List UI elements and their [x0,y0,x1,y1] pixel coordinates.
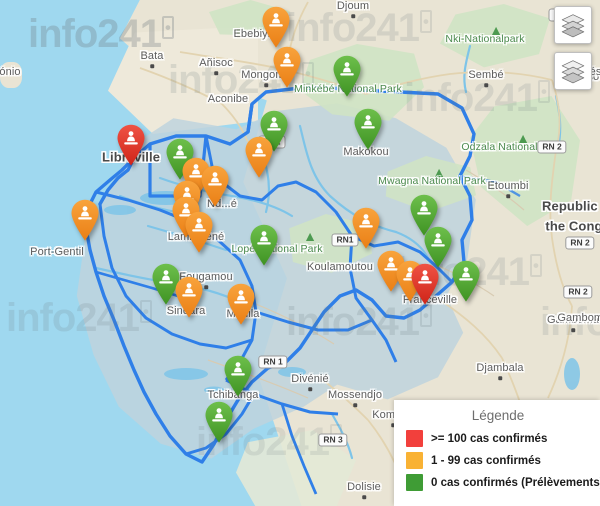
legend-panel: Légende >= 100 cas confirmés 1 - 99 cas c… [394,400,600,506]
map-marker-green[interactable] [151,263,181,305]
map-marker-orange[interactable] [244,136,274,178]
map-marker-orange[interactable] [351,207,381,249]
map-marker-green[interactable] [165,138,195,180]
legend-item-label: 1 - 99 cas confirmés [431,454,541,467]
map-marker-green[interactable] [409,194,439,236]
map-marker-orange[interactable] [181,157,211,199]
map-marker-green[interactable] [259,110,289,152]
map-marker-red[interactable] [116,124,146,166]
layers-stack-icon [560,12,586,38]
map-marker-orange[interactable] [171,196,201,238]
legend-item-label: >= 100 cas confirmés [431,432,548,445]
legend-item-label: 0 cas confirmés (Prélèvements) [431,476,600,489]
map-marker-orange[interactable] [226,283,256,325]
map-marker-green[interactable] [223,355,253,397]
legend-color-swatch [406,452,423,469]
map-marker-orange[interactable] [184,211,214,253]
landmass-sao-antonio [0,62,22,88]
map-marker-orange[interactable] [272,46,302,88]
legend-color-swatch [406,430,423,447]
legend-item: >= 100 cas confirmés [406,430,590,447]
map-marker-orange[interactable] [200,165,230,207]
map-marker-green[interactable] [353,108,383,150]
legend-item: 0 cas confirmés (Prélèvements) [406,474,600,491]
map-marker-orange[interactable] [70,199,100,241]
legend-title: Légende [471,408,525,423]
map-marker-red[interactable] [410,263,440,305]
map-marker-green[interactable] [423,226,453,268]
map-controls[interactable] [554,6,592,90]
map-marker-green[interactable] [249,224,279,266]
layers-control-secondary[interactable] [554,52,592,90]
legend-color-swatch [406,474,423,491]
layers-control-primary[interactable] [554,6,592,44]
legend-item: 1 - 99 cas confirmés [406,452,590,469]
layers-stack-icon [560,58,586,84]
map-marker-orange[interactable] [261,6,291,48]
map-marker-orange[interactable] [174,276,204,318]
map-marker-orange[interactable] [376,250,406,292]
map-marker-green[interactable] [204,401,234,443]
map-marker-green[interactable] [332,55,362,97]
map-marker-green[interactable] [451,260,481,302]
